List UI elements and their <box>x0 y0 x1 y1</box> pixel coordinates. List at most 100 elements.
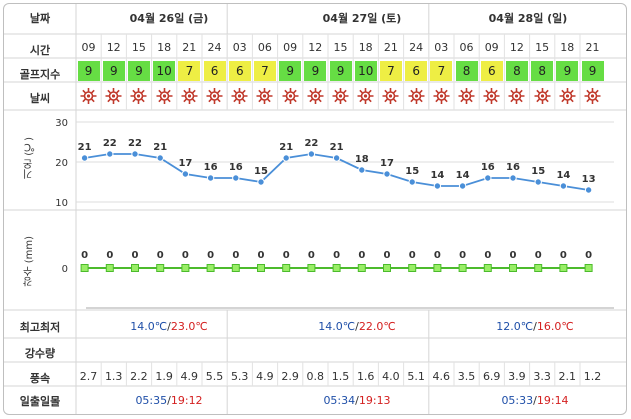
temp-value-label: 13 <box>582 174 596 185</box>
hour-cell: 21 <box>383 41 398 54</box>
wind-cell: 0.8 <box>306 370 325 383</box>
hour-cell: 15 <box>333 41 348 54</box>
hour-cell: 09 <box>283 41 298 54</box>
temp-value-label: 14 <box>456 170 470 181</box>
temp-value-label: 17 <box>380 158 394 169</box>
rain-tick-label: 0 <box>62 264 68 275</box>
temp-point <box>433 182 442 190</box>
sunset-1: 19:12 <box>170 394 203 407</box>
temp-value-label: 18 <box>355 154 369 165</box>
golf-index-cell: 10 <box>153 61 176 81</box>
rain-point <box>509 264 517 272</box>
golf-index-cell: 9 <box>329 61 352 81</box>
golf-index-cell: 10 <box>354 61 377 81</box>
sun-day-1: 05:35/19:12 <box>74 394 264 407</box>
sunset-2: 19:13 <box>358 394 391 407</box>
temp-point <box>80 154 89 162</box>
min-unit-1: ℃ <box>154 320 168 333</box>
rain-point <box>231 264 240 272</box>
maxmin-day-1: 14.0℃/23.0℃ <box>74 320 264 333</box>
temp-value-label: 14 <box>430 170 444 181</box>
rain-axis-label: 강수 (mm) <box>24 236 35 287</box>
temp-sep-3: / <box>533 320 537 333</box>
row-label-maxmin: 최고최저 <box>19 321 61 334</box>
row-label-sun: 일출일몰 <box>19 395 61 408</box>
rain-value-label: 0 <box>132 250 139 261</box>
rain-point <box>584 264 593 272</box>
temp-tick-label: 30 <box>55 118 68 129</box>
temp-point <box>257 178 265 186</box>
temp-value-label: 22 <box>304 138 318 149</box>
sun-icon <box>105 88 122 104</box>
rain-value-label: 0 <box>81 250 88 261</box>
sun-icon <box>534 88 551 104</box>
wind-cell: 4.0 <box>382 370 400 383</box>
rain-point <box>257 264 265 272</box>
hour-cell: 09 <box>81 41 96 54</box>
wind-cell: 5.3 <box>230 370 249 383</box>
golf-index-cell: 7 <box>380 61 402 81</box>
precipitation-chart: 0 0 0 0 0 0 0 0 0 0 0 0 0 0 0 0 0 0 0 0 0 0 <box>62 250 614 309</box>
temp-value-label: 21 <box>330 142 344 153</box>
rain-value-label: 0 <box>459 250 466 261</box>
golf-index-cell: 8 <box>455 61 478 81</box>
rain-point <box>408 264 417 272</box>
temp-point <box>206 174 215 182</box>
sun-icon <box>80 88 97 104</box>
max-temp-3: 16.0 <box>536 320 562 333</box>
rain-point <box>357 264 366 272</box>
rain-value-label: 0 <box>384 250 391 261</box>
rain-point <box>307 264 316 272</box>
sun-icon <box>408 88 425 104</box>
wind-cell: 1.9 <box>155 370 173 383</box>
temp-value-label: 22 <box>128 138 142 149</box>
temp-point <box>559 182 568 190</box>
maxmin-day-3: 12.0℃/16.0℃ <box>440 320 626 333</box>
hour-cell: 21 <box>585 41 600 54</box>
temp-point <box>131 150 139 158</box>
hour-cell: 15 <box>131 41 146 54</box>
sun-icon <box>433 88 450 104</box>
rain-point <box>181 264 190 272</box>
temp-point <box>358 166 366 174</box>
temperature-chart: 10 20 30 21 22 22 21 17 16 16 15 21 22 21 18 17 15 14 14 16… <box>55 118 614 209</box>
sun-icon <box>483 88 500 104</box>
maxmin-day-2: 14.0℃/22.0℃ <box>262 320 452 333</box>
temp-point <box>458 182 467 190</box>
temp-point <box>383 170 391 178</box>
rain-value-label: 0 <box>358 250 365 261</box>
hour-cell: 24 <box>409 41 424 54</box>
rain-value-label: 0 <box>510 250 517 261</box>
rain-value-label: 0 <box>283 250 290 261</box>
day-header-2: 04월 27일 (토) <box>322 12 402 25</box>
hour-cell: 12 <box>106 41 121 54</box>
temp-axis-label: 기온 (℃) <box>24 137 35 179</box>
golf-index-cell: 9 <box>304 61 327 81</box>
golf-index-cell: 8 <box>506 61 528 81</box>
hour-cell: 24 <box>207 41 222 54</box>
wind-cell: 6.9 <box>482 370 501 383</box>
golf-index-cell: 8 <box>531 61 554 81</box>
golf-index-cell: 6 <box>405 61 428 81</box>
temp-point <box>156 154 164 162</box>
rain-point <box>559 264 568 272</box>
wind-cell: 3.5 <box>457 370 476 383</box>
rain-value-label: 0 <box>182 250 189 261</box>
wind-cell: 2.2 <box>130 370 148 383</box>
sun-icon <box>584 88 601 104</box>
day-header-3: 04월 28일 (일) <box>488 12 568 25</box>
rain-value-label: 0 <box>409 250 416 261</box>
hour-cell: 12 <box>509 41 524 54</box>
temp-point <box>332 154 341 162</box>
min-unit-3: ℃ <box>520 320 534 333</box>
temp-point <box>584 186 593 194</box>
sun-icon <box>181 88 198 104</box>
wind-cell: 4.9 <box>180 370 199 383</box>
temp-point <box>484 174 492 182</box>
hour-cell: 18 <box>157 41 172 54</box>
wind-cell: 2.9 <box>281 370 299 383</box>
row-label-weather: 날씨 <box>29 92 51 105</box>
temp-point <box>106 150 114 158</box>
max-unit-2: ℃ <box>383 320 396 333</box>
wind-cell: 3.9 <box>508 370 526 383</box>
